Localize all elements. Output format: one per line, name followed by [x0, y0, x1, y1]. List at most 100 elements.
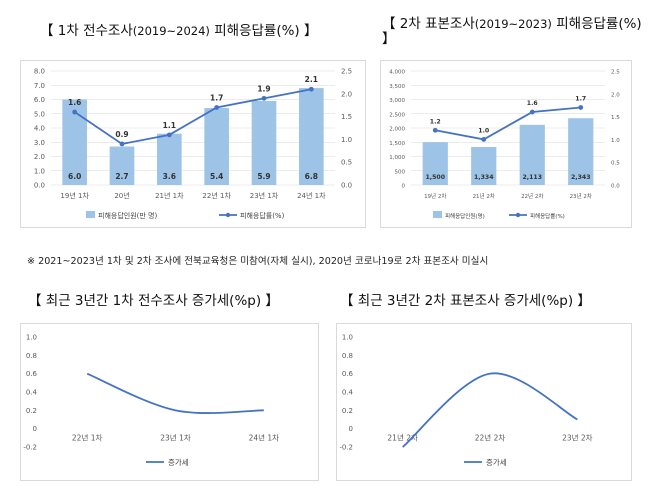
y2-tick-label: 1.5: [341, 113, 352, 121]
x-tick-label: 21년 1차: [155, 191, 184, 200]
x-tick-label: 22년 1차: [72, 433, 103, 443]
x-tick-label: 21년 2차: [473, 192, 495, 200]
y-tick-label: 0.6: [26, 370, 38, 378]
legend-line-label: 피해응답률(%): [530, 212, 565, 220]
legend-bar-swatch: [433, 211, 442, 218]
x-tick-label: 23년 1차: [250, 191, 279, 200]
line-point: [578, 105, 584, 110]
chart1-title-tail: 피해응답률(%) 】: [209, 23, 318, 39]
legend-label: 증가세: [168, 458, 189, 467]
line-point: [166, 132, 172, 138]
y-tick-label: 0: [33, 425, 37, 433]
chart3-svg: -0.2 0 0.2 0.4 0.6 0.8 1.0 22년 1차 23년 1차 24년 1차증가…: [23, 334, 280, 468]
y-tick-label: 5.0: [34, 110, 45, 118]
series-line: [435, 106, 581, 141]
bar: [109, 146, 135, 185]
legend-line-marker: [225, 212, 231, 218]
y-tick-label: 8.0: [34, 68, 45, 76]
y-tick-label: 3,000: [389, 98, 405, 104]
y-tick-label: 500: [395, 169, 406, 175]
chart2-title-period: (2019~2023): [474, 17, 552, 31]
bar: [299, 88, 324, 185]
y2-tick-label: 1.0: [611, 138, 620, 144]
line-value-label: 1.0: [478, 127, 490, 134]
y-tick-label: 0.8: [342, 352, 353, 360]
chart1-title-main: 【 1차 전수조사: [40, 23, 133, 39]
x-tick-label: 24년 1차: [297, 191, 326, 200]
line-value-label: 1.2: [430, 118, 441, 125]
line-point: [308, 86, 314, 92]
line-value-label: 2.1: [305, 75, 318, 84]
y2-tick-label: 0.5: [611, 161, 620, 167]
chart1-title-period: (2019~2024): [132, 24, 210, 38]
chart4-title: 【 최근 3년간 2차 표본조사 증가세(%p) 】: [340, 289, 591, 309]
y-tick-label: 2.0: [34, 153, 45, 161]
x-tick-label: 24년 1차: [249, 433, 280, 443]
line-value-label: 1.7: [210, 93, 223, 102]
chart3-title: 【 최근 3년간 1차 전수조사 증가세(%p) 】: [28, 289, 279, 309]
bar-value-label: 1,334: [474, 174, 494, 181]
chart4-title-text: 【 최근 3년간 2차 표본조사 증가세(%p) 】: [340, 293, 591, 309]
line-value-label: 1.1: [163, 121, 176, 130]
y-tick-label: 6.0: [34, 96, 45, 104]
y2-tick-label: 2.0: [611, 92, 620, 98]
legend-line-label: 피해응답률(%): [240, 211, 285, 220]
chart2-panel: 0 500 1,000 1,500 2,000 2,500 3,000 3,500 4,000 0…: [380, 60, 632, 228]
y2-tick-label: 0.0: [341, 182, 352, 190]
chart1-svg: 0.0 1.0 2.0 3.0 4.0 5.0 6.0 7.0 8.0 0.0 0.5 1.0 1.5 2…: [34, 68, 352, 221]
y2-tick-label: 0.0: [611, 184, 620, 190]
bar: [157, 133, 182, 185]
bar-value-label: 2,343: [571, 174, 591, 181]
y-tick-label: 2,000: [389, 127, 405, 133]
bar: [204, 108, 229, 185]
chart2-title-main: 【 2차 표본조사: [382, 16, 475, 32]
y-tick-label: 4.0: [34, 125, 45, 133]
y-tick-label: 0.0: [34, 182, 45, 190]
y-tick-label: -0.2: [339, 444, 353, 452]
y2-tick-label: 2.0: [341, 90, 352, 98]
line-point: [119, 141, 125, 147]
legend-bar-label: 피해응답인원(명): [445, 212, 485, 220]
chart2-svg: 0 500 1,000 1,500 2,000 2,500 3,000 3,500 4,000 0…: [389, 70, 620, 221]
x-tick-label: 22년 2차: [475, 433, 506, 443]
y-tick-label: 0: [402, 184, 406, 190]
chart2-title-tail: 피해응답률(%) 】: [382, 16, 642, 47]
series-line: [86, 372, 264, 414]
x-tick-label: 23년 2차: [570, 192, 592, 200]
y-tick-label: 1,000: [389, 155, 405, 161]
y-tick-label: 3,500: [389, 84, 405, 90]
y2-tick-label: 1.5: [611, 115, 620, 121]
footnote: ※ 2021~2023년 1차 및 2차 조사에 전북교육청은 미참여(자체 실…: [27, 256, 489, 267]
bar: [251, 100, 277, 185]
x-tick-label: 19년 1차: [60, 191, 89, 200]
bar-value-label: 6.8: [305, 172, 318, 181]
bar-value-label: 3.6: [163, 172, 176, 181]
x-tick-label: 23년 2차: [562, 433, 593, 443]
chart1-title: 【 1차 전수조사(2019~2024) 피해응답률(%) 】: [40, 19, 317, 39]
line-point: [72, 109, 78, 115]
legend-bar-label: 피해응답인원(만 명): [98, 211, 157, 220]
y-tick-label: 1.0: [26, 334, 37, 342]
bar-value-label: 5.4: [210, 172, 223, 181]
chart3-title-text: 【 최근 3년간 1차 전수조사 증가세(%p) 】: [28, 293, 279, 309]
line-point: [481, 137, 487, 142]
legend-label: 증가세: [486, 458, 507, 467]
line-point: [261, 95, 267, 101]
y-tick-label: 4,000: [389, 70, 405, 76]
bar: [471, 146, 497, 185]
bar-value-label: 6.0: [68, 172, 81, 181]
y-tick-label: 3.0: [34, 139, 45, 147]
y2-tick-label: 0.5: [341, 159, 352, 167]
y-tick-label: 0.4: [26, 389, 38, 397]
y-tick-label: 7.0: [34, 82, 45, 90]
y2-tick-label: 2.5: [341, 68, 352, 76]
chart4-panel: -0.2 0 0.2 0.4 0.6 0.8 1.0 21년 2차 22년 2차 23년 2차 증가…: [336, 323, 632, 481]
line-value-label: 1.9: [257, 84, 270, 93]
y-tick-label: 0.6: [342, 370, 354, 378]
chart3-panel: -0.2 0 0.2 0.4 0.6 0.8 1.0 22년 1차 23년 1차 24년 1차 증가…: [20, 323, 319, 481]
line-value-label: 1.6: [68, 98, 81, 107]
bar: [422, 142, 448, 185]
y-tick-label: 0: [349, 425, 353, 433]
x-tick-label: 23년 1차: [160, 433, 191, 443]
legend-line-marker: [515, 212, 521, 218]
